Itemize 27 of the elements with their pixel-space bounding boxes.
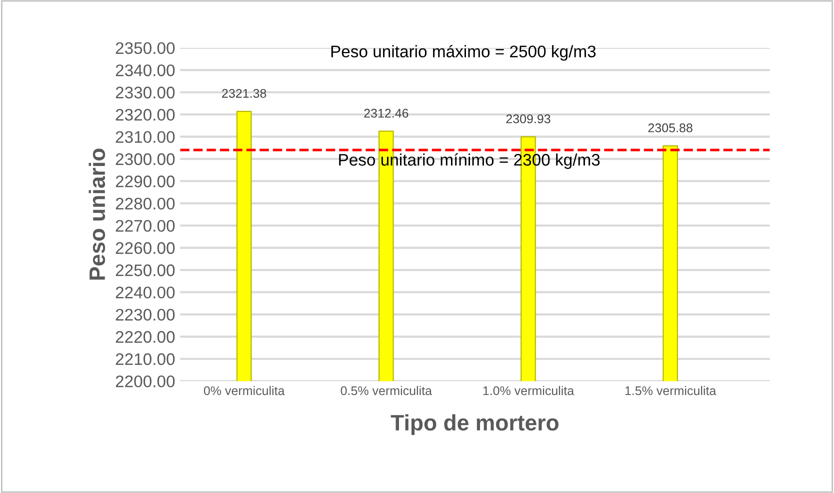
y-tick-label: 2290.00: [116, 176, 175, 188]
data-label: 2312.46: [364, 108, 408, 118]
y-tick-label: 2230.00: [116, 308, 175, 321]
y-tick-label: 2260.00: [116, 242, 175, 254]
data-label: 2305.88: [648, 123, 692, 132]
y-tick-label: 2350.00: [116, 42, 175, 54]
x-tick-label: 0.5% vermiculita: [340, 386, 432, 396]
y-axis-title: Peso uniario: [88, 148, 106, 280]
y-tick-label: 2240.00: [116, 286, 175, 298]
y-tick-label: 2320.00: [116, 108, 175, 121]
annotation: Peso unitario máximo = 2500 kg/m3: [331, 44, 596, 61]
y-tick-label: 2330.00: [116, 86, 175, 98]
y-tick-label: 2280.00: [116, 198, 175, 210]
y-tick-label: 2340.00: [116, 64, 175, 76]
x-tick-label: 0% vermiculita: [204, 386, 285, 396]
data-label: 2309.93: [506, 114, 550, 124]
y-tick-label: 2270.00: [116, 220, 175, 232]
x-tick-label: 1.0% vermiculita: [483, 386, 574, 396]
y-tick-label: 2210.00: [116, 353, 175, 366]
x-axis-title: Tipo de mortero: [390, 414, 558, 435]
y-tick-label: 2250.00: [116, 264, 175, 276]
x-tick-label: 1.5% vermiculita: [625, 386, 716, 396]
y-tick-label: 2220.00: [116, 331, 175, 343]
y-tick-label: 2300.00: [116, 153, 175, 166]
data-label: 2321.38: [222, 88, 266, 98]
y-tick-label: 2310.00: [116, 131, 175, 143]
y-tick-label: 2200.00: [116, 375, 175, 388]
